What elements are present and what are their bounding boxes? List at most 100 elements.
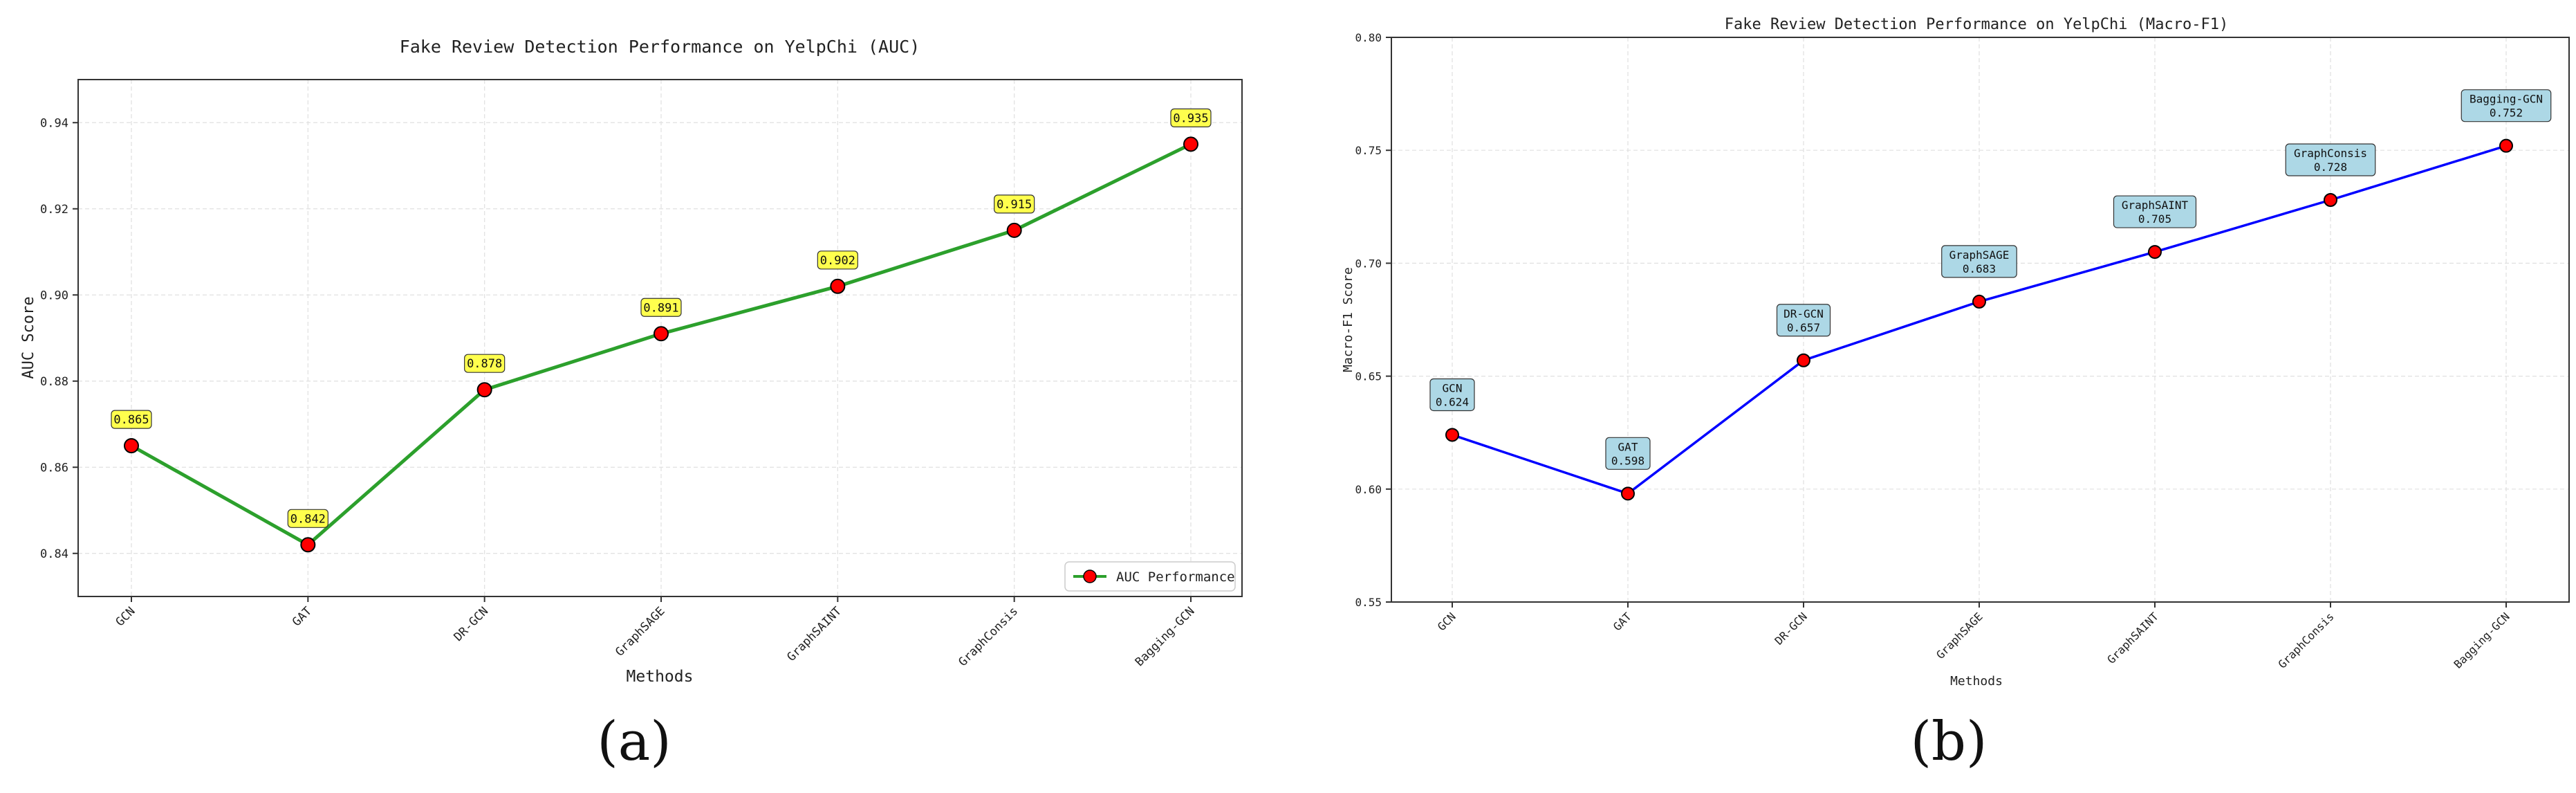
data-point-marker — [654, 326, 669, 342]
data-label-box — [2285, 143, 2376, 176]
x-tick-label: GCN — [113, 604, 138, 629]
plot-frame — [1391, 37, 2570, 603]
data-label-name: GraphConsis — [2294, 147, 2367, 160]
data-point-marker — [2148, 245, 2162, 259]
data-label-box — [111, 410, 152, 429]
data-label-box — [1170, 108, 1212, 127]
data-label: 0.878 — [467, 357, 502, 371]
y-tick-label: 0.92 — [40, 203, 68, 217]
legend: AUC Performance — [1064, 561, 1236, 592]
x-axis-label: Methods — [1950, 674, 2003, 689]
data-label-box — [1941, 245, 2017, 278]
x-axis-label: Methods — [627, 668, 694, 686]
data-point-marker — [830, 278, 846, 294]
data-label-box — [2113, 195, 2197, 228]
x-tick-label: GraphSAGE — [1934, 610, 1985, 662]
y-tick-label: 0.94 — [40, 116, 68, 130]
data-point-marker — [2324, 193, 2337, 208]
data-label-value: 0.657 — [1787, 321, 1820, 334]
data-label: 0.915 — [997, 198, 1032, 212]
x-tick-label: DR-GCN — [1772, 610, 1810, 647]
x-tick-label: GAT — [290, 604, 315, 629]
data-label: 0.935 — [1173, 111, 1208, 125]
y-axis-label: Macro-F1 Score — [1341, 267, 1355, 372]
data-label-value: 0.728 — [2314, 161, 2347, 174]
data-label-box — [287, 509, 328, 528]
data-label-box — [464, 354, 506, 373]
panel-b-macro-f1-chart: Fake Review Detection Performance on Yel… — [1341, 16, 2570, 773]
panel-label: (b) — [1911, 711, 1987, 773]
y-tick-label: 0.70 — [1355, 257, 1382, 270]
y-tick-label: 0.75 — [1355, 144, 1382, 157]
series: 0.865 0.842 0.878 0.891 0.902 0.915 0.935 — [111, 108, 1212, 553]
x-tick-label: Bagging-GCN — [2451, 610, 2512, 671]
y-tick-label: 0.88 — [40, 375, 68, 389]
data-label-name: GCN — [1443, 381, 1463, 394]
data-label-value: 0.624 — [1436, 395, 1469, 408]
legend-box — [1064, 561, 1236, 592]
x-tick-label: GraphSAGE — [613, 604, 667, 659]
data-label: 0.902 — [820, 254, 855, 268]
x-tick-label: GraphSAINT — [2104, 610, 2161, 666]
data-label-value: 0.752 — [2490, 107, 2523, 120]
data-label-name: GraphSAGE — [1949, 248, 2010, 262]
x-tick-label: GraphSAINT — [784, 604, 844, 664]
y-tick-label: 0.55 — [1355, 596, 1382, 609]
data-label-name: GAT — [1618, 440, 1638, 453]
data-label-box — [1776, 304, 1831, 337]
x-tick-label: DR-GCN — [452, 604, 492, 644]
y-axis-ticks: 0.84 0.86 0.88 0.90 0.92 0.94 — [40, 116, 78, 561]
y-tick-label: 0.65 — [1355, 370, 1382, 383]
data-point-marker — [1797, 353, 1810, 367]
panel-a-auc-chart: Fake Review Detection Performance on Yel… — [20, 37, 1243, 773]
x-tick-label: GraphConsis — [956, 604, 1021, 669]
data-label-box — [817, 250, 858, 270]
data-label-box — [2461, 89, 2552, 122]
x-tick-label: GAT — [1611, 610, 1634, 633]
y-tick-label: 0.86 — [40, 461, 68, 475]
data-label-box — [640, 298, 682, 317]
data-label: 0.842 — [290, 512, 326, 526]
plot-frame — [77, 79, 1243, 597]
y-tick-label: 0.80 — [1355, 31, 1382, 44]
data-label-name: Bagging-GCN — [2470, 93, 2543, 106]
data-point-marker — [1445, 428, 1459, 442]
legend-entry-label: AUC Performance — [1116, 569, 1235, 585]
data-label: 0.891 — [643, 301, 678, 315]
data-label-name: GraphSAINT — [2122, 199, 2189, 212]
x-axis-ticks: GCN GAT DR-GCN GraphSAGE GraphSAINT GraphCons… — [1435, 602, 2512, 671]
data-label-box — [994, 194, 1035, 214]
data-label-value: 0.683 — [1963, 262, 1996, 275]
data-point-marker — [476, 382, 492, 398]
grid — [1391, 37, 2569, 603]
data-label-box — [1429, 378, 1475, 412]
data-point-marker — [300, 537, 316, 553]
y-tick-label: 0.84 — [40, 547, 68, 561]
data-point-marker — [1972, 294, 1986, 309]
y-tick-label: 0.60 — [1355, 483, 1382, 496]
data-label-box — [1605, 437, 1651, 470]
data-label: 0.865 — [113, 413, 149, 427]
y-tick-label: 0.90 — [40, 289, 68, 302]
data-label-value: 0.598 — [1611, 454, 1644, 467]
x-tick-label: Bagging-GCN — [1133, 604, 1198, 669]
grid — [78, 80, 1242, 596]
x-tick-label: GCN — [1435, 610, 1458, 633]
data-label-name: DR-GCN — [1783, 307, 1824, 320]
data-point-marker — [2499, 138, 2513, 153]
panel-label: (a) — [597, 711, 671, 773]
data-label-value: 0.705 — [2138, 212, 2171, 226]
chart-title: Fake Review Detection Performance on Yel… — [400, 37, 920, 57]
x-axis-ticks: GCN GAT DR-GCN GraphSAGE GraphSAINT GraphCons… — [113, 596, 1198, 669]
y-axis-label: AUC Score — [20, 296, 37, 379]
y-axis-ticks: 0.55 0.60 0.65 0.70 0.75 0.80 — [1355, 31, 1391, 609]
data-point-marker — [1183, 136, 1198, 152]
legend-marker-swatch — [1083, 569, 1097, 583]
data-point-marker — [1621, 486, 1635, 501]
data-point-marker — [124, 438, 139, 454]
x-tick-label: GraphConsis — [2275, 610, 2336, 671]
data-point-marker — [1006, 222, 1022, 238]
chart-title: Fake Review Detection Performance on Yel… — [1725, 16, 2228, 33]
